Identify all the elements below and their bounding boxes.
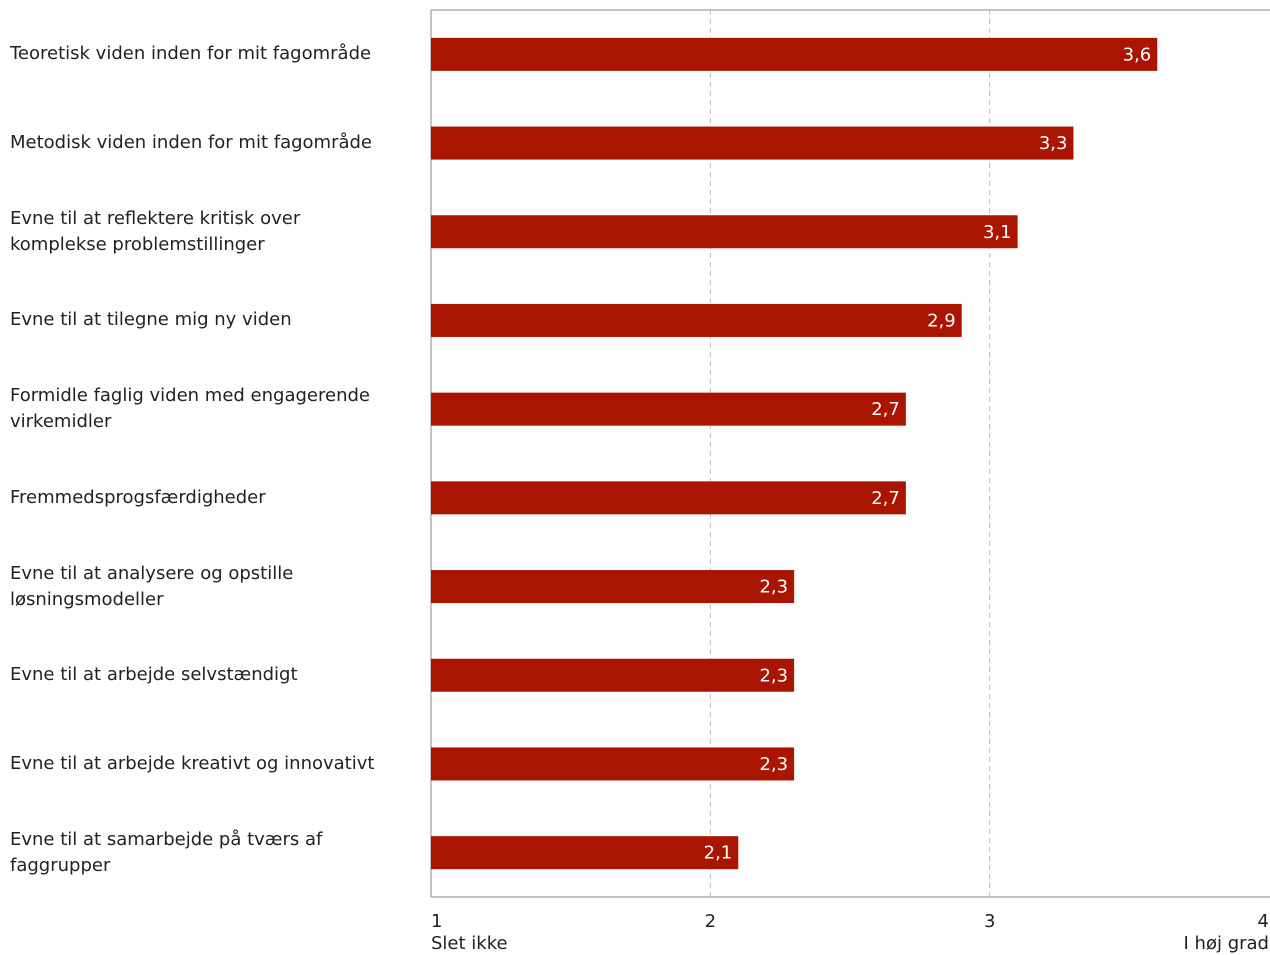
x-end-label: I høj grad [1184,933,1269,954]
x-tick-label: 2 [705,911,716,932]
value-label: 2,7 [871,399,900,420]
value-label: 2,3 [759,665,788,686]
category-label: Formidle faglig viden med engagerende vi… [10,385,370,433]
x-tick-label: 1 [431,911,442,932]
category-label: Metodisk viden inden for mit fagområde [10,132,373,154]
bar [431,303,962,337]
category-label: Teoretisk viden inden for mit fagområde [10,43,372,65]
value-label: 3,1 [983,222,1012,243]
category-label: Fremmedsprogsfærdigheder [10,486,266,508]
value-label: 3,3 [1039,133,1068,154]
value-label: 3,6 [1123,44,1152,65]
value-label: 2,7 [871,488,900,509]
x-end-label: Slet ikke [431,933,508,954]
bar [431,658,795,692]
category-label: Evne til at samarbejde på tværs af faggr… [10,828,323,876]
value-label: 2,9 [927,310,956,331]
category-label: Evne til at arbejde kreativt og innovati… [10,752,375,774]
category-label: Evne til at analysere og opstille løsnin… [10,562,294,610]
bar [431,215,1018,249]
value-label: 2,3 [759,577,788,598]
x-tick-label: 4 [1258,911,1269,932]
category-label: Evne til at reflektere kritisk over komp… [10,207,301,255]
bar [431,37,1158,71]
category-label: Evne til at tilegne mig ny viden [10,309,292,331]
value-label: 2,1 [704,843,733,864]
bar [431,126,1074,160]
bar [431,836,739,870]
x-tick-label: 3 [984,911,995,932]
bar [431,481,906,515]
category-label: Evne til at arbejde selvstændigt [10,664,298,686]
bar [431,570,795,604]
bar [431,392,906,426]
value-label: 2,3 [759,754,788,775]
bar [431,747,795,781]
